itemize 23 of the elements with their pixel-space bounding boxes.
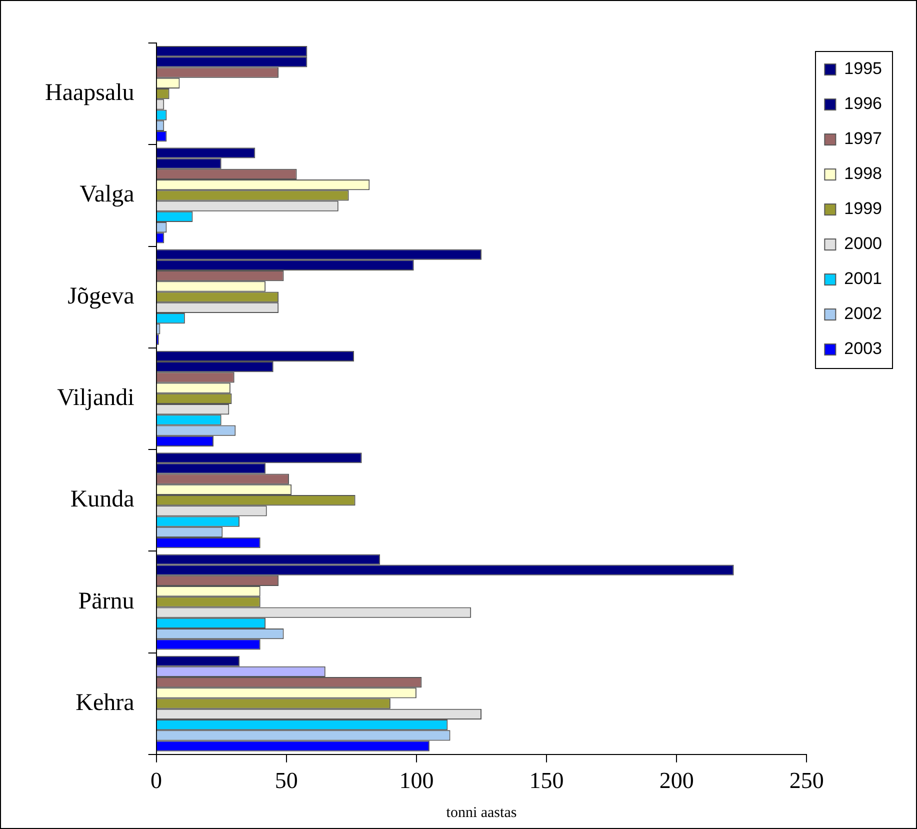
legend-label: 1997 [844, 129, 882, 148]
legend-label: 1998 [844, 164, 882, 184]
legend-label: 1999 [844, 199, 882, 218]
legend-label: 1996 [844, 94, 882, 114]
legend-label: 2002 [844, 304, 882, 324]
y-tick-label: Viljandi [57, 384, 135, 411]
y-tick-label: Haapsalu [45, 80, 134, 106]
y-tick-label: Kehra [76, 690, 135, 716]
x-tick-label: 250 [789, 768, 824, 794]
legend-label: 1995 [844, 59, 882, 78]
y-tick-label: Kunda [70, 486, 135, 513]
y-tick-label: Jõgeva [68, 283, 135, 310]
x-tick-label: 0 [150, 768, 162, 794]
x-tick-label: 50 [274, 768, 298, 794]
y-tick-label: Pärnu [78, 588, 134, 614]
x-axis-title: tonni aastas [446, 804, 517, 821]
legend-label: 2003 [844, 339, 882, 358]
x-tick-label: 200 [659, 768, 694, 794]
x-tick-label: 100 [399, 768, 434, 794]
y-tick-label: Valga [80, 182, 135, 208]
legend-label: 2001 [844, 269, 882, 288]
x-tick-label: 150 [529, 768, 564, 794]
legend-label: 2000 [844, 234, 882, 254]
